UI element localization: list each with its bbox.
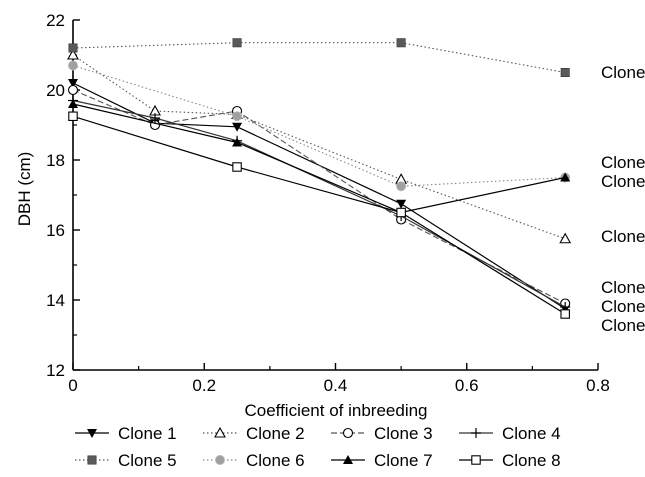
data-point (232, 122, 243, 132)
data-point (396, 199, 407, 209)
legend-label: Clone 8 (502, 451, 561, 470)
y-tick-label: 20 (46, 81, 65, 100)
data-point (560, 172, 571, 182)
legend-item-1: Clone 1 (75, 424, 177, 443)
data-point (396, 38, 406, 48)
legend-marker (87, 455, 97, 465)
legend-label: Clone 4 (502, 424, 561, 443)
data-point (67, 48, 79, 60)
data-point (68, 60, 79, 71)
x-tick-label: 0.2 (192, 376, 216, 395)
series-line (72, 115, 566, 315)
data-point (396, 207, 406, 218)
series-line (72, 64, 566, 187)
series-line (72, 99, 566, 308)
series-line (72, 103, 566, 214)
data-point (68, 111, 78, 122)
x-tick-label: 0 (68, 376, 77, 395)
series-line (72, 54, 566, 240)
legend-marker (471, 455, 481, 465)
legend-item-3: Clone 3 (331, 424, 433, 443)
legend-marker (214, 426, 226, 438)
legend-label: Clone 7 (374, 451, 433, 470)
y-tick-label: 12 (46, 361, 65, 380)
legend-marker (214, 454, 225, 465)
y-tick-label: 18 (46, 151, 65, 170)
end-label: Clone 4 (601, 297, 645, 316)
data-point (232, 137, 243, 147)
end-label: Clone 7 (601, 172, 645, 191)
data-point (559, 232, 572, 244)
legend-marker (342, 427, 354, 439)
y-tick-label: 14 (46, 291, 65, 310)
legend-marker (471, 428, 481, 438)
data-point (396, 181, 407, 192)
legend-label: Clone 3 (374, 424, 433, 443)
series-3 (67, 84, 571, 309)
x-tick-label: 0.8 (586, 376, 610, 395)
series-2 (67, 48, 572, 244)
legend-label: Clone 6 (246, 451, 305, 470)
legend-item-6: Clone 6 (203, 451, 305, 470)
axes: 12 14 16 18 20 22 0 0.2 0.4 0.6 0.8 (46, 11, 610, 395)
data-point (560, 68, 570, 78)
series-5 (68, 38, 570, 78)
legend-marker (343, 455, 353, 464)
end-label: Clone 5 (601, 63, 645, 82)
data-point (560, 309, 570, 319)
x-tick-label: 0.6 (455, 376, 479, 395)
series-line (72, 42, 566, 74)
series-1 (68, 79, 571, 314)
legend-label: Clone 2 (246, 424, 305, 443)
series-line (72, 82, 566, 310)
end-label: Clone 8 (601, 316, 645, 335)
series-line (72, 89, 566, 304)
data-point (68, 99, 78, 108)
data-point (68, 79, 78, 88)
x-axis-label: Coefficient of inbreeding (244, 401, 427, 420)
legend-item-8: Clone 8 (459, 451, 561, 470)
end-label: Clone 6 (601, 153, 645, 172)
series-6 (68, 60, 571, 192)
series-4 (68, 95, 571, 312)
legend-item-7: Clone 7 (331, 451, 433, 470)
legend: Clone 1 Clone 2 Clone 3 Clone 4 Clone 5 Clone… (75, 424, 561, 470)
data-point (232, 111, 243, 122)
data-point (232, 162, 242, 172)
legend-item-4: Clone 4 (459, 424, 561, 443)
legend-item-2: Clone 2 (203, 424, 305, 443)
y-tick-label: 22 (46, 11, 65, 30)
series-7 (68, 99, 571, 217)
x-tick-label: 0.4 (324, 376, 348, 395)
legend-marker (87, 429, 97, 438)
end-label: Clone 2 (601, 227, 645, 246)
data-point (232, 38, 242, 48)
data-point (68, 43, 78, 53)
y-tick-label: 16 (46, 221, 65, 240)
y-axis-label: DBH (cm) (15, 152, 34, 227)
series-8 (68, 111, 570, 319)
legend-item-5: Clone 5 (75, 451, 177, 470)
data-point (150, 113, 161, 123)
legend-label: Clone 5 (118, 451, 177, 470)
data-point (67, 84, 79, 96)
series-layer (67, 38, 572, 319)
end-label: Clone 3 (601, 278, 645, 297)
legend-label: Clone 1 (118, 424, 177, 443)
